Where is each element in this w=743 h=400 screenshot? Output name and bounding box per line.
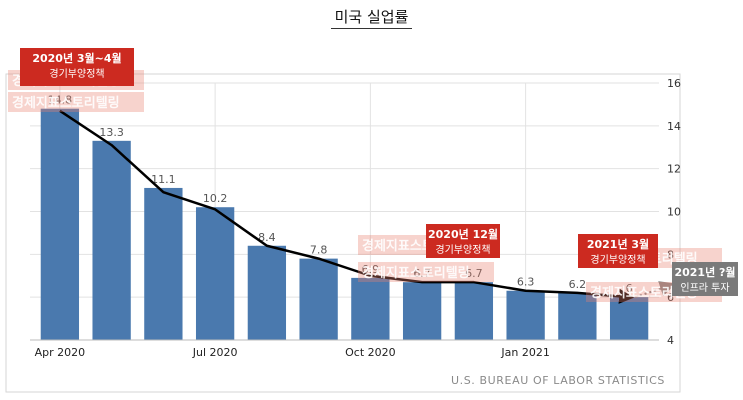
annotation-note: 인프라 투자 <box>680 282 729 294</box>
data-label: 6.9 <box>362 263 380 276</box>
data-label: 7.8 <box>310 244 328 257</box>
bar <box>299 258 338 340</box>
bar <box>609 297 649 340</box>
bar <box>558 292 597 340</box>
watermark-text: 경제지표스토리텔링 <box>362 265 470 281</box>
annotation-note: 경기부양정책 <box>590 253 645 266</box>
bar <box>402 282 442 340</box>
bar <box>247 245 287 340</box>
data-label: 8.4 <box>258 231 276 244</box>
data-label: 14.8 <box>48 94 73 107</box>
y-tick-label: 6 <box>667 291 674 304</box>
x-tick-label: Jul 2020 <box>192 346 238 359</box>
data-label: 10.2 <box>203 192 228 205</box>
annotation-date: 2020년 3월~4월 <box>32 51 121 65</box>
annotation-box <box>578 234 658 268</box>
data-label: 6.3 <box>517 276 535 289</box>
bar <box>506 290 545 340</box>
bar <box>92 140 131 340</box>
annotation-note: 경기부양정책 <box>435 243 490 256</box>
annotation-note: 경기부양정책 <box>49 67 104 80</box>
annotation-box <box>672 262 738 296</box>
data-label: 6 <box>626 282 633 295</box>
data-label: 13.3 <box>99 126 124 139</box>
y-tick-label: 12 <box>667 163 681 176</box>
chart-title-text: 미국 실업률 <box>330 8 413 29</box>
y-tick-label: 10 <box>667 206 681 219</box>
y-tick-label: 4 <box>667 334 674 347</box>
y-tick-label: 16 <box>667 77 681 90</box>
plot-frame <box>5 73 681 393</box>
annotation-date: 2021년 ?월 <box>674 265 735 279</box>
annotation-box <box>20 48 134 86</box>
watermark-text: 경제지표스토리텔링 <box>12 95 120 111</box>
data-label: 6.2 <box>569 278 587 291</box>
chart-title: 미국 실업률 <box>0 6 743 29</box>
annotation-date: 2020년 12월 <box>428 227 498 241</box>
watermark-band <box>358 262 494 282</box>
data-label: 6.7 <box>465 267 483 280</box>
x-tick-label: Oct 2020 <box>345 346 396 359</box>
watermark-band <box>8 92 144 112</box>
data-label: 6.7 <box>413 267 431 280</box>
source-label: U.S. BUREAU OF LABOR STATISTICS <box>451 374 665 387</box>
x-tick-label: Apr 2020 <box>35 346 86 359</box>
bar <box>454 282 494 340</box>
annotation-date: 2021년 3월 <box>587 237 649 251</box>
watermark-text: 경제지표스토리텔링 <box>590 285 698 301</box>
bar <box>195 207 235 340</box>
y-tick-label: 8 <box>667 248 674 261</box>
projection-arrow <box>634 281 676 299</box>
trend-line <box>59 109 635 304</box>
bar <box>40 108 80 340</box>
y-tick-label: 14 <box>667 120 681 133</box>
bar <box>351 277 390 340</box>
x-tick-label: Jan 2021 <box>500 346 549 359</box>
bar <box>144 187 183 340</box>
data-label: 11.1 <box>151 173 176 186</box>
annotation-box <box>426 224 500 258</box>
